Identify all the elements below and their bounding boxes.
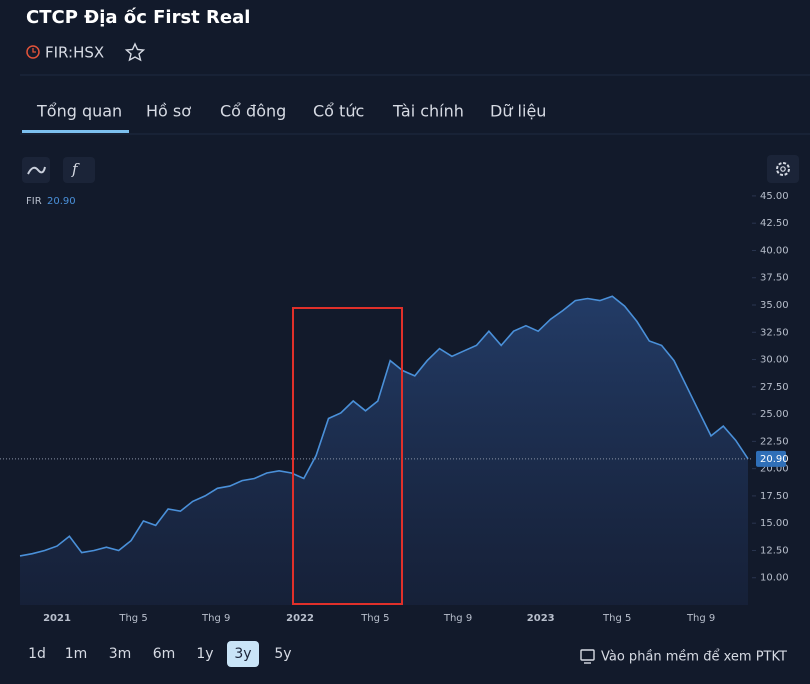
x-tick-label: Thg 5 — [602, 613, 631, 624]
y-tick-label: 35.00 — [760, 300, 789, 311]
range-button[interactable]: 1m — [65, 646, 88, 662]
legend-value: 20.90 — [47, 196, 76, 207]
tab[interactable]: Tài chính — [392, 102, 464, 121]
y-tick-label: 32.50 — [760, 327, 789, 338]
range-bar: 1d 1m 3m 6m 1y 3y 5y — [28, 641, 292, 667]
legend-name: FIR — [26, 196, 42, 207]
clock-icon — [26, 45, 40, 59]
range-button[interactable]: 1y — [196, 646, 213, 662]
y-tick-label: 10.00 — [760, 573, 789, 584]
y-tick-label: 40.00 — [760, 245, 789, 256]
tab[interactable]: Hồ sơ — [146, 102, 191, 121]
chart-type-button[interactable] — [22, 157, 50, 183]
company-title: CTCP Địa ốc First Real — [26, 7, 250, 28]
ticker: FIR:HSX — [45, 44, 104, 62]
y-tick-label: 25.00 — [760, 409, 789, 420]
tab[interactable]: Dữ liệu — [490, 102, 546, 121]
highlight-box — [292, 307, 403, 605]
range-button[interactable]: 6m — [153, 646, 176, 662]
chart-type-icon — [27, 166, 46, 175]
tab-bar: Tổng quan Hồ sơ Cổ đông Cổ tức Tài chính Dữ l… — [20, 102, 810, 135]
x-tick-label: Thg 5 — [360, 613, 389, 624]
range-button[interactable]: 3y — [234, 646, 251, 662]
x-tick-label: Thg 9 — [443, 613, 472, 624]
range-button[interactable]: 3m — [109, 646, 132, 662]
y-tick-label: 12.50 — [760, 545, 789, 556]
range-button[interactable]: 1d — [28, 646, 46, 662]
last-price-tag — [756, 450, 786, 467]
range-button[interactable]: 5y — [274, 646, 291, 662]
plot: 10.00 12.50 15.00 17.50 20.00 22.50 25.00 27.50… — [0, 191, 789, 624]
indicator-button[interactable] — [63, 157, 95, 183]
active-tab-underline — [22, 130, 129, 133]
price-line — [19, 295, 749, 557]
clock-hand — [32, 48, 36, 53]
y-tick-label: 20.00 — [760, 464, 789, 475]
x-tick-label: Thg 9 — [686, 613, 715, 624]
x-tick-label: 2022 — [286, 613, 314, 624]
indicator-icon: f — [71, 160, 80, 178]
y-tick-label: 22.50 — [760, 436, 789, 447]
x-tick-label: 2021 — [43, 613, 71, 624]
tab[interactable]: Cổ đông — [220, 102, 286, 121]
active-range-bg — [227, 641, 259, 667]
settings-icon-center — [780, 166, 786, 172]
x-tick-label: 2023 — [527, 613, 555, 624]
tab[interactable]: Tổng quan — [36, 102, 122, 121]
x-tick-label: Thg 9 — [201, 613, 230, 624]
settings-icon — [776, 162, 790, 176]
analysis-link[interactable]: Vào phần mềm để xem PTKT — [601, 650, 787, 665]
settings-button[interactable] — [767, 155, 799, 183]
y-tick-label: 17.50 — [760, 491, 789, 502]
y-tick-label: 30.00 — [760, 355, 789, 366]
y-tick-label: 15.00 — [760, 518, 789, 529]
tab[interactable]: Cổ tức — [313, 102, 364, 121]
last-price-label: 20.90 — [760, 454, 789, 465]
price-area — [20, 296, 748, 605]
y-tick-label: 42.50 — [760, 218, 789, 229]
y-tick-label: 27.50 — [760, 382, 789, 393]
x-tick-label: Thg 5 — [118, 613, 147, 624]
y-tick-label: 37.50 — [760, 273, 789, 284]
y-tick-label: 45.00 — [760, 191, 789, 202]
monitor-icon — [580, 649, 595, 661]
favorite-star[interactable] — [124, 42, 146, 62]
